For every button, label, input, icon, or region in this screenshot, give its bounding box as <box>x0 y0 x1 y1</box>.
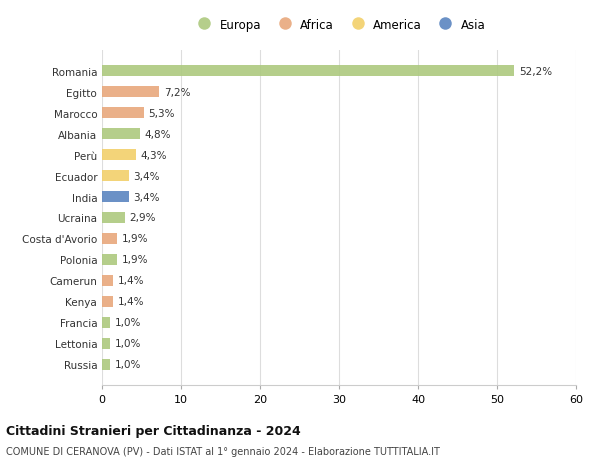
Text: COMUNE DI CERANOVA (PV) - Dati ISTAT al 1° gennaio 2024 - Elaborazione TUTTITALI: COMUNE DI CERANOVA (PV) - Dati ISTAT al … <box>6 446 440 456</box>
Bar <box>102 150 136 161</box>
Text: 4,8%: 4,8% <box>145 129 171 139</box>
Bar <box>102 275 113 286</box>
Text: Cittadini Stranieri per Cittadinanza - 2024: Cittadini Stranieri per Cittadinanza - 2… <box>6 425 301 437</box>
Text: 7,2%: 7,2% <box>164 87 190 97</box>
Text: 1,9%: 1,9% <box>122 255 148 265</box>
Text: 4,3%: 4,3% <box>141 150 167 160</box>
Text: 1,0%: 1,0% <box>115 318 141 328</box>
Text: 1,4%: 1,4% <box>118 297 145 307</box>
Bar <box>102 359 110 370</box>
Text: 1,0%: 1,0% <box>115 359 141 369</box>
Bar <box>102 129 140 140</box>
Legend: Europa, Africa, America, Asia: Europa, Africa, America, Asia <box>190 16 488 34</box>
Text: 2,9%: 2,9% <box>130 213 156 223</box>
Text: 1,0%: 1,0% <box>115 339 141 349</box>
Bar <box>102 254 117 266</box>
Text: 3,4%: 3,4% <box>134 171 160 181</box>
Bar <box>102 212 125 224</box>
Text: 3,4%: 3,4% <box>134 192 160 202</box>
Bar <box>102 317 110 329</box>
Bar <box>102 87 159 98</box>
Bar <box>102 191 129 203</box>
Bar <box>102 338 110 349</box>
Text: 52,2%: 52,2% <box>519 67 552 77</box>
Text: 1,4%: 1,4% <box>118 276 145 286</box>
Bar <box>102 233 117 245</box>
Text: 1,9%: 1,9% <box>122 234 148 244</box>
Bar <box>102 170 129 182</box>
Bar <box>102 66 514 77</box>
Bar <box>102 107 144 119</box>
Text: 5,3%: 5,3% <box>149 108 175 118</box>
Bar <box>102 296 113 308</box>
